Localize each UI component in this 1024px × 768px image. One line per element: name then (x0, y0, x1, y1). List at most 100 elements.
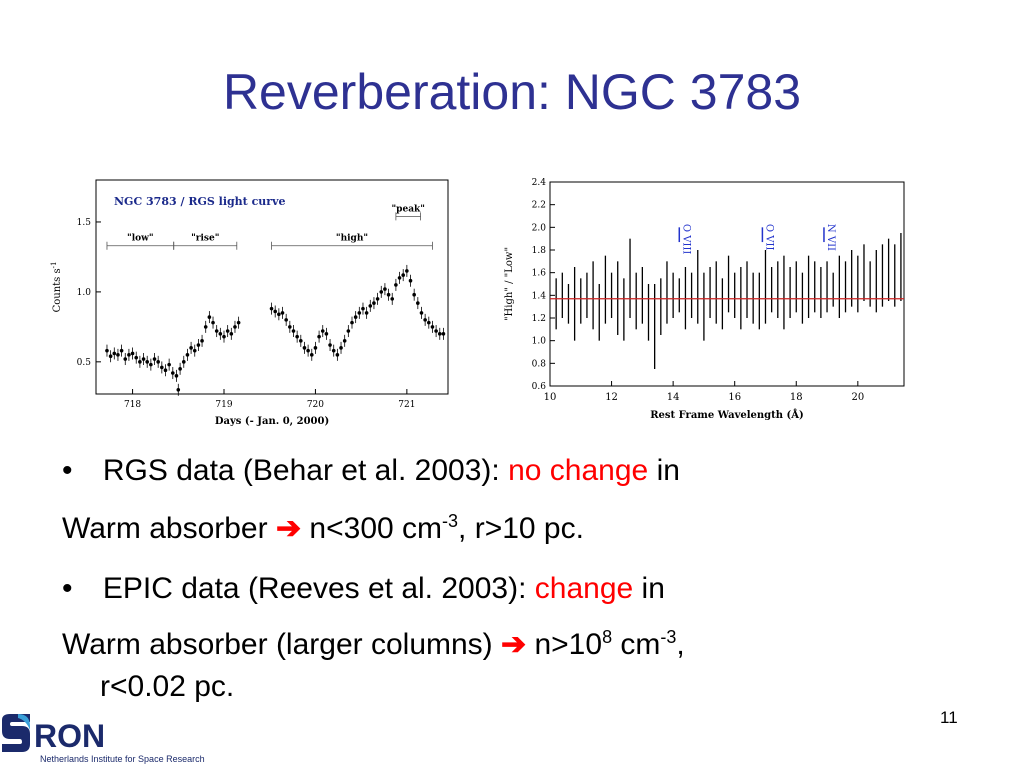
line-2: Warm absorber ➔ n<300 cm-3, r>10 pc. (62, 512, 584, 546)
bullet-1-after: in (648, 454, 680, 487)
data-point (203, 325, 208, 329)
data-point (295, 334, 299, 339)
x-tick-label: 10 (544, 392, 557, 403)
data-point (437, 332, 442, 336)
data-point (149, 362, 153, 367)
line-2-sup1: -3 (442, 511, 459, 531)
data-point (317, 334, 321, 339)
x-tick-label: 18 (790, 392, 803, 403)
page-number: 11 (940, 708, 958, 727)
data-point (361, 306, 365, 311)
data-point (189, 346, 193, 350)
line-4-sup1: 8 (602, 627, 613, 647)
data-point (412, 292, 416, 297)
y-tick-label: 1.0 (77, 288, 92, 298)
x-tick-label: 14 (667, 392, 680, 403)
data-point (313, 346, 318, 350)
data-point (163, 368, 168, 373)
data-point (350, 320, 354, 325)
light-curve-chart: NGC 3783 / RGS light curve 718 719 720 721 0.… (50, 179, 449, 427)
data-point (394, 283, 398, 287)
y-tick-label: 2.2 (532, 201, 546, 211)
data-point (141, 357, 146, 361)
light-curve-figure: NGC 3783 / RGS light curve 718 719 720 721 0.… (44, 172, 460, 439)
y-axis-label: "High" / "Low" (504, 247, 515, 321)
y-tick-label: 1.2 (532, 314, 546, 324)
y-tick-label: 2.4 (532, 178, 547, 188)
data-point (434, 329, 438, 333)
line-label: O VII (763, 224, 774, 251)
data-point (211, 320, 215, 325)
annotation-label: "high" (336, 234, 368, 244)
data-point (430, 325, 435, 329)
data-point (416, 301, 420, 305)
line-4-text: Warm absorber (larger columns) (62, 628, 501, 661)
data-point (156, 360, 160, 364)
data-point (427, 320, 431, 325)
line-2-t2: , r>10 pc. (458, 512, 584, 545)
data-point (214, 329, 219, 333)
data-point (174, 374, 179, 378)
x-tick-label: 719 (215, 400, 232, 410)
sron-logo: RON Netherlands Institute for Space Rese… (0, 712, 205, 764)
bullet-3: • EPIC data (Reeves et al. 2003): change… (62, 572, 665, 606)
data-point (405, 269, 409, 273)
data-point (379, 290, 384, 294)
line-4-t3: , (676, 628, 685, 661)
data-point (342, 339, 347, 343)
annotation-label: "rise" (191, 234, 219, 244)
data-point (207, 315, 212, 319)
data-point (386, 292, 391, 297)
y-tick-label: 0.8 (532, 359, 547, 369)
data-point (397, 276, 402, 280)
data-point (368, 304, 373, 308)
bullet-1-highlight: no change (508, 454, 649, 487)
plot-frame (95, 179, 449, 395)
bullet-1: • RGS data (Behar et al. 2003): no chang… (62, 454, 680, 488)
data-point (364, 311, 369, 315)
data-point (375, 297, 380, 301)
bullet-1-text: RGS data (Behar et al. 2003): (102, 454, 509, 487)
data-point (353, 315, 358, 319)
logo-subtitle: Netherlands Institute for Space Research (40, 754, 205, 764)
arrow-icon: ➔ (501, 628, 527, 661)
data-point (134, 355, 139, 360)
data-point (105, 348, 109, 353)
data-point (383, 287, 387, 291)
data-point (299, 339, 303, 343)
bullet-3-highlight: change (534, 572, 634, 605)
line-4-sup2: -3 (660, 627, 677, 647)
data-point (324, 332, 329, 336)
data-point (178, 367, 182, 371)
bullet-marker: • (62, 572, 73, 605)
data-point (145, 360, 149, 364)
data-point (284, 318, 288, 322)
bullet-marker: • (62, 454, 73, 487)
data-point (176, 388, 181, 392)
x-tick-label: 16 (728, 392, 741, 403)
x-tick-label: 20 (851, 392, 864, 403)
line-5: r<0.02 pc. (100, 670, 234, 704)
y-axis-label: Counts s-1 (50, 262, 63, 313)
data-point (222, 334, 226, 339)
data-point (152, 357, 157, 361)
annotation-label: "low" (127, 234, 154, 244)
sron-s-icon: RON (2, 714, 105, 754)
data-point (419, 311, 424, 315)
data-point (408, 278, 413, 283)
data-point (302, 346, 307, 350)
data-point (112, 351, 117, 356)
y-axis-label-sup: -1 (50, 262, 58, 269)
data-point (116, 353, 120, 357)
line-2-text: Warm absorber (62, 512, 276, 545)
plot-frame (549, 181, 905, 387)
line-2-t1: n<300 cm (301, 512, 443, 545)
data-point (390, 297, 395, 301)
data-point (123, 357, 128, 361)
data-point (280, 311, 285, 315)
x-axis-label: Days (- Jan. 0, 2000) (215, 416, 329, 427)
y-tick-label: 1.0 (532, 337, 547, 347)
bullet-3-text: EPIC data (Reeves et al. 2003): (102, 572, 535, 605)
annotation-label: "peak" (391, 204, 424, 214)
line-label: N VII (825, 224, 836, 251)
